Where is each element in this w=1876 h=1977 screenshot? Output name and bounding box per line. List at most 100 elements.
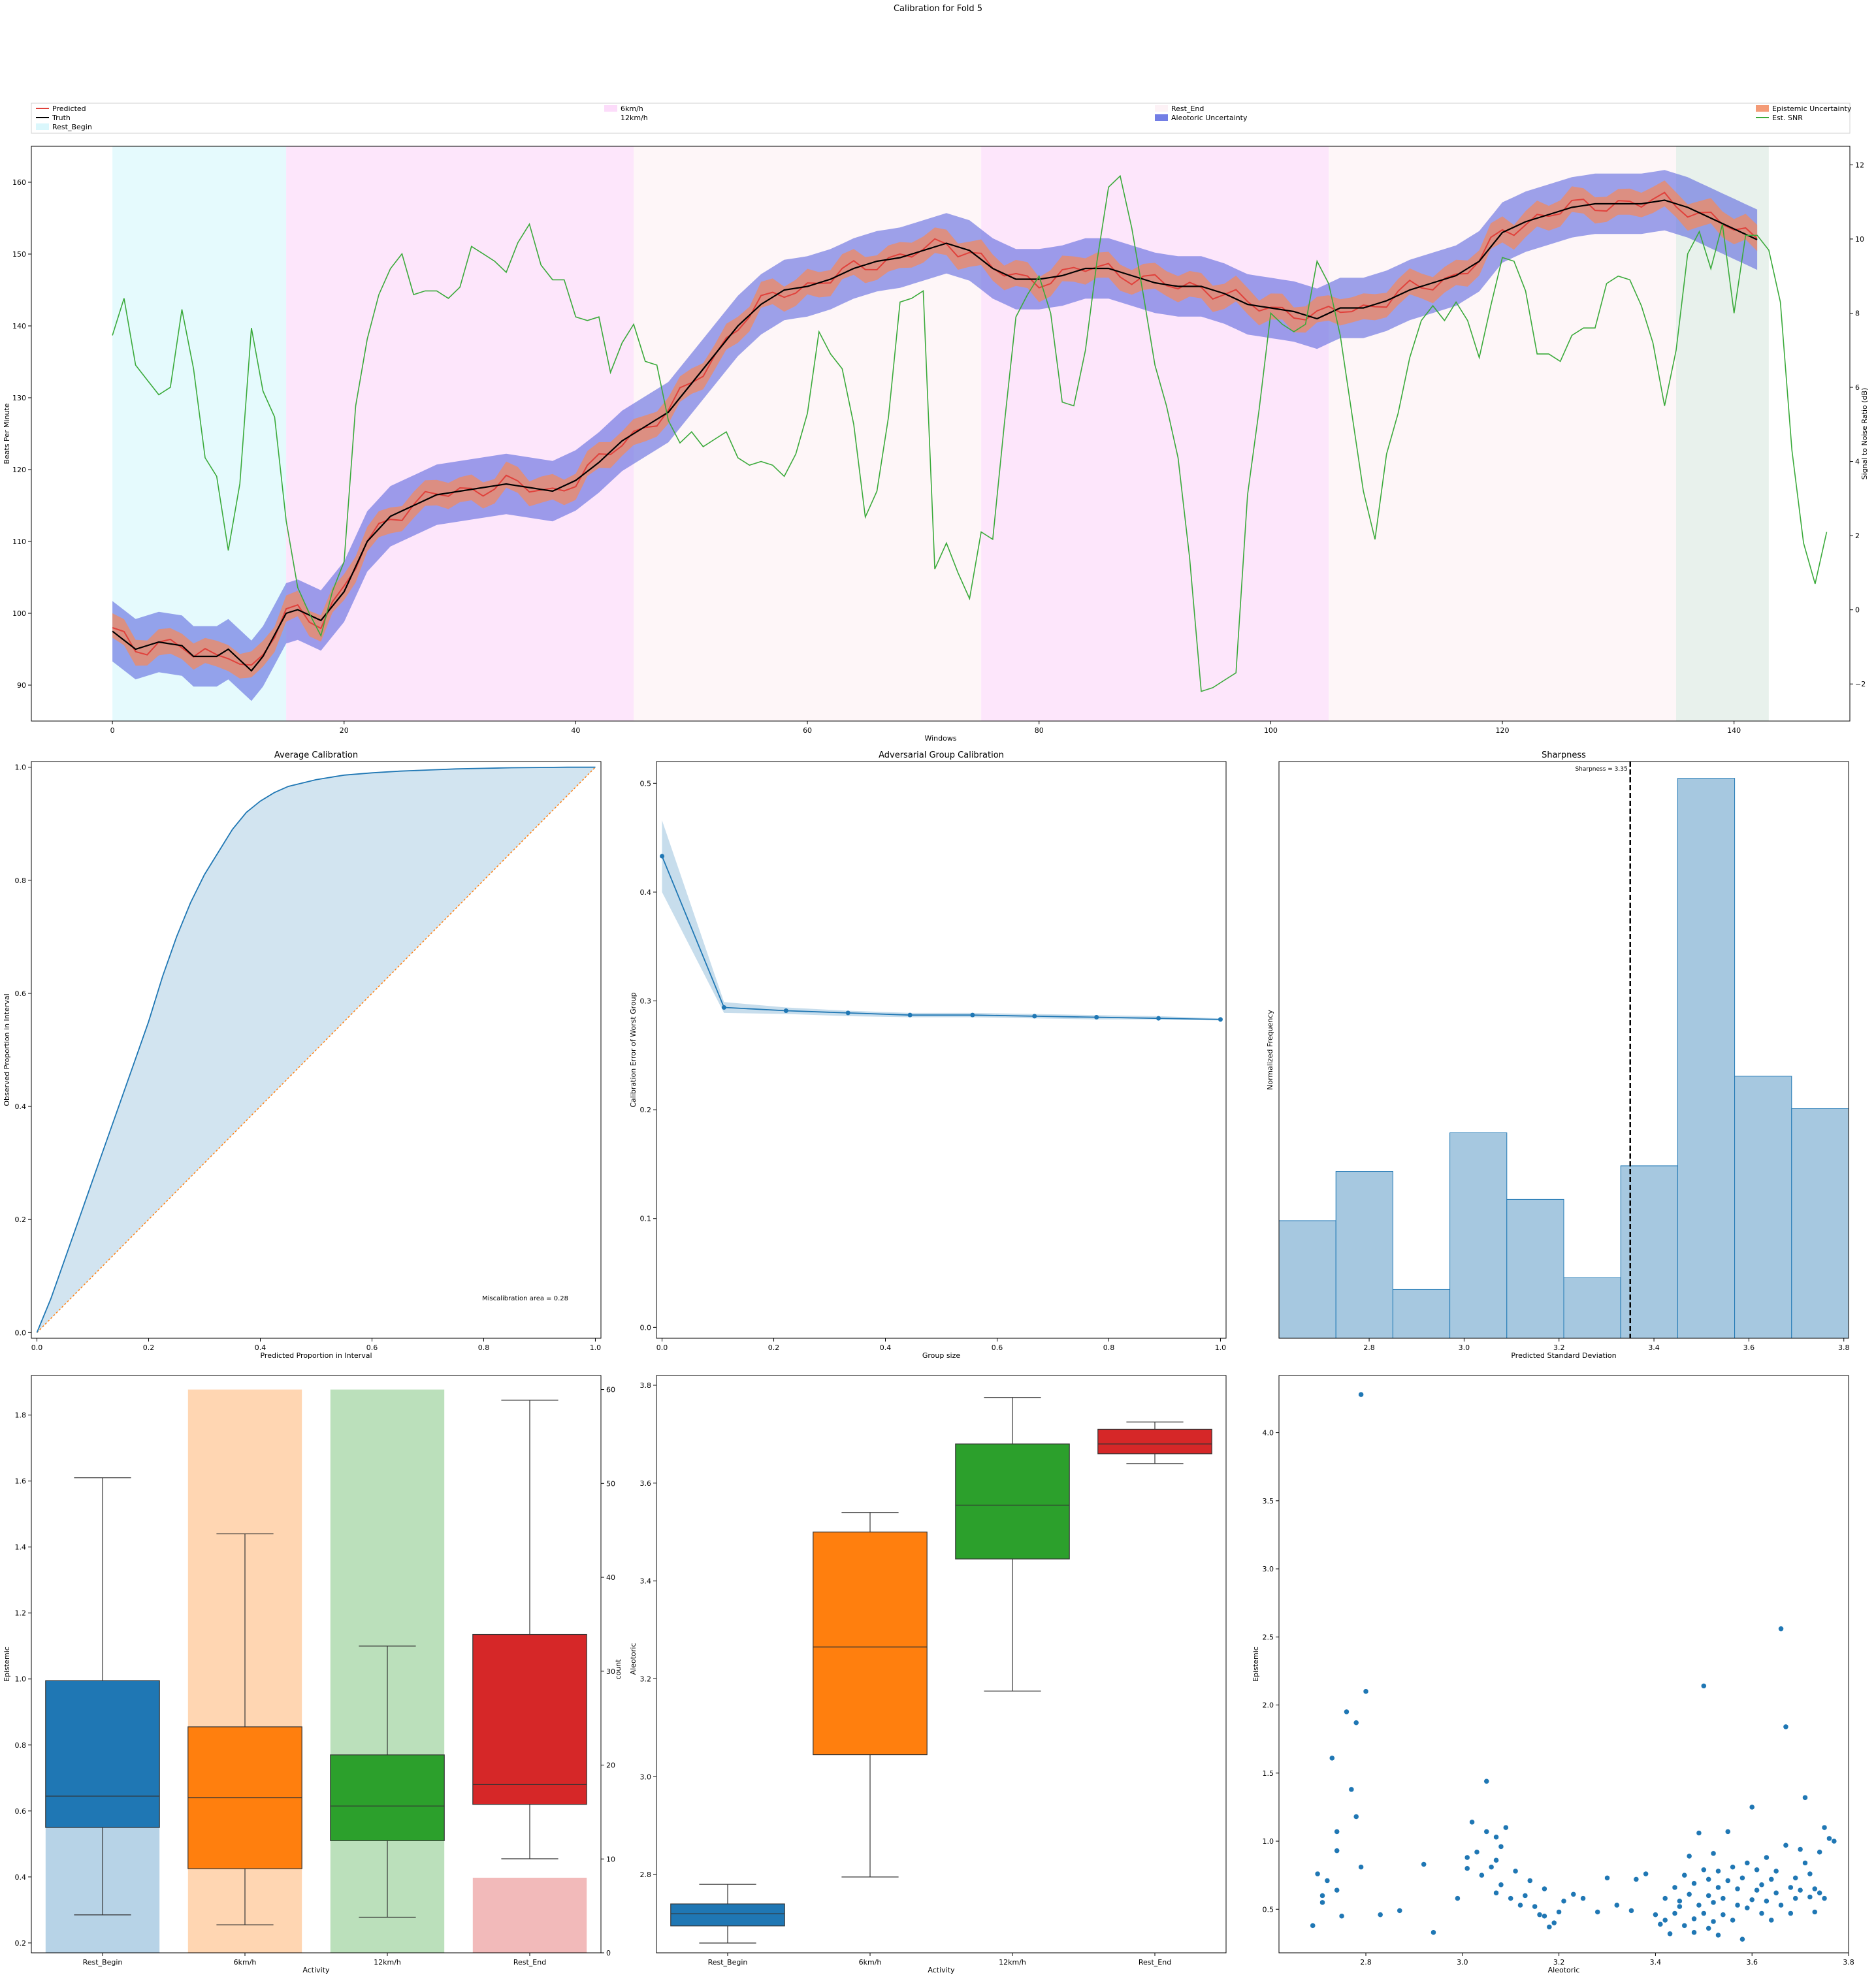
y-tick-label: 130 [12, 394, 26, 402]
sharpness-annotation: Sharpness = 3.35 [1575, 766, 1627, 773]
truth-line [112, 199, 1758, 672]
scatter-point [1681, 1923, 1687, 1929]
y-tick-label: 110 [12, 538, 26, 546]
scatter-point [1319, 1899, 1325, 1906]
x-tick-label: 1.0 [1215, 1343, 1227, 1352]
y-tick-label: 0.3 [640, 997, 652, 1006]
histogram-bar [1392, 1289, 1451, 1339]
scatter-point [1797, 1846, 1803, 1852]
scatter-point [1725, 1878, 1731, 1884]
scatter-point [1469, 1819, 1475, 1825]
legend-label: Predicted [52, 104, 86, 113]
histogram-bar [1791, 1108, 1849, 1339]
legend-label: Aleotoric Uncertainty [1171, 114, 1248, 122]
legend-marker [1756, 105, 1769, 112]
bpm-timeseries-chart: 0 20 40 60 80 100 120 1409010011012013014015016… [3, 103, 1869, 743]
scatter-point [1334, 1829, 1340, 1835]
scatter-point [1701, 1910, 1707, 1916]
scatter-point [1691, 1880, 1697, 1886]
scatter-point [1744, 1905, 1751, 1911]
scatter-point [1377, 1912, 1383, 1918]
scatter-point [1788, 1910, 1794, 1916]
scatter-point [1493, 1834, 1499, 1840]
box [955, 1443, 1070, 1560]
count-bar [472, 1878, 587, 1953]
scatter-point [1715, 1932, 1721, 1938]
x-tick-label: 3.2 [1553, 1343, 1565, 1352]
x-tick-label: 3.4 [1648, 1343, 1660, 1352]
scatter-point [1802, 1860, 1808, 1866]
scatter-point [1758, 1882, 1765, 1888]
figure-suptitle: Calibration for Fold 5 [894, 4, 982, 14]
category-label: Rest_End [513, 1958, 546, 1967]
x-tick-label: 0.2 [768, 1343, 780, 1352]
scatter-point [1546, 1924, 1553, 1930]
scatter-point [1527, 1878, 1533, 1884]
data-point [845, 1010, 850, 1016]
axes-frame [656, 761, 1227, 1339]
ideal-diagonal-line [37, 767, 596, 1333]
box [813, 1532, 928, 1756]
y-tick-label: 3.0 [1263, 1565, 1274, 1573]
y-tick-label: 1.0 [15, 763, 27, 772]
x-tick-label: 0.4 [880, 1343, 892, 1352]
y2-axis-label: count [614, 1659, 623, 1680]
data-point [783, 1008, 788, 1014]
legend-label: 12km/h [621, 114, 648, 122]
legend-marker [604, 105, 617, 112]
legend-label: Est. SNR [1772, 114, 1803, 122]
scatter-point [1580, 1895, 1586, 1901]
scatter-point [1474, 1849, 1480, 1855]
x-tick-label: 3.8 [1843, 1958, 1854, 1967]
scatter-point [1493, 1857, 1499, 1863]
y-tick-label: 0.2 [15, 1215, 27, 1224]
x-tick-label: 0.4 [255, 1343, 267, 1352]
y2-tick-label: 40 [606, 1573, 615, 1582]
chart-title: Average Calibration [274, 750, 358, 760]
scatter-point [1628, 1908, 1634, 1914]
box [1097, 1428, 1212, 1455]
scatter-point [1696, 1902, 1702, 1908]
scatter-point [1792, 1875, 1798, 1881]
scatter-point [1570, 1891, 1577, 1897]
y2-tick-label: 12 [1855, 161, 1864, 169]
scatter-point [1662, 1917, 1668, 1923]
y-tick-label: 90 [17, 681, 26, 690]
scatter-point [1783, 1724, 1789, 1730]
x-tick-label: 3.0 [1459, 1343, 1470, 1352]
axes-frame [656, 1375, 1227, 1953]
category-label: 12km/h [374, 1958, 401, 1967]
average-calibration-chart: 0.0 0.2 0.4 0.6 0.8 1.0 0.0 0.2 0.4 0.6 0.8 1.0 Aver… [3, 750, 602, 1360]
y-tick-label: 3.5 [1263, 1497, 1274, 1505]
box [45, 1680, 160, 1828]
scatter-point [1667, 1931, 1673, 1937]
scatter-point [1749, 1804, 1755, 1810]
scatter-point [1701, 1867, 1707, 1873]
scatter-point [1826, 1835, 1832, 1842]
scatter-point [1464, 1854, 1470, 1861]
epistemic-by-activity-boxplot: Rest_Begin 6km/h 12km/h Rest_End 0.2 0.4 0.6 0.… [3, 1375, 623, 1974]
scatter-point [1479, 1872, 1485, 1878]
x-tick-label: 3.8 [1838, 1343, 1850, 1352]
legend-label: Rest_End [1171, 104, 1204, 113]
scatter-point [1334, 1848, 1340, 1854]
y-tick-label: 0.0 [640, 1323, 652, 1332]
scatter-point [1324, 1878, 1331, 1884]
y-tick-label: 140 [12, 322, 26, 330]
y-tick-label: 160 [12, 178, 26, 187]
y-tick-label: 120 [12, 466, 26, 474]
x-tick-label: 2.8 [1360, 1958, 1372, 1967]
y-tick-label: 0.6 [15, 989, 27, 998]
scatter-point [1672, 1910, 1678, 1916]
scatter-point [1314, 1871, 1321, 1877]
scatter-point [1464, 1865, 1470, 1871]
scatter-point [1715, 1884, 1721, 1891]
y-axis-label: Beats Per Minute [3, 403, 11, 464]
y-tick-label: 1.0 [15, 1675, 27, 1684]
x-tick-label: 0.6 [366, 1343, 378, 1352]
scatter-point [1778, 1902, 1784, 1908]
scatter-point [1421, 1861, 1427, 1867]
snr-line [112, 174, 1828, 692]
x-tick-label: 1.0 [590, 1343, 602, 1352]
scatter-point [1706, 1893, 1711, 1899]
